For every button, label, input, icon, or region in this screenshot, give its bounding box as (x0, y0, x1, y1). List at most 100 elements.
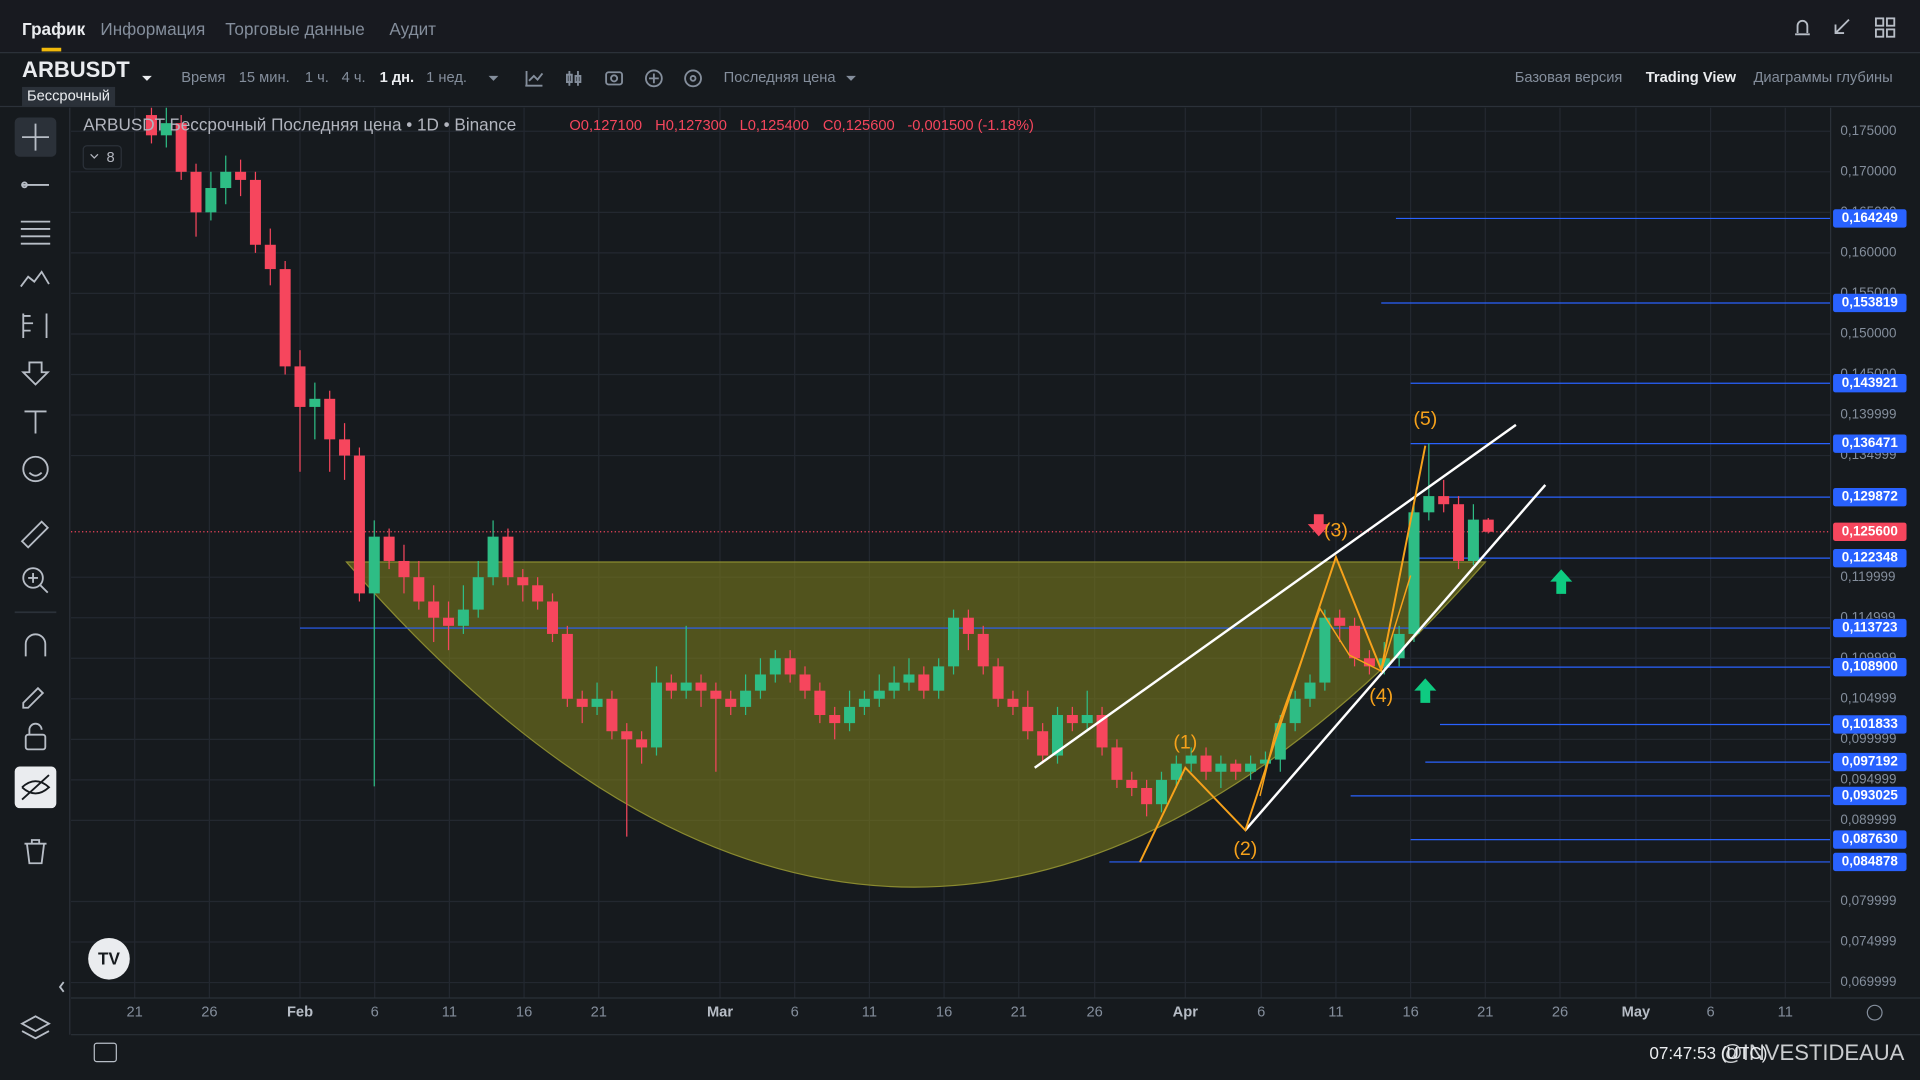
candle-body (1185, 755, 1197, 764)
candle-body (1066, 715, 1078, 724)
grid-icon[interactable] (1886, 28, 1896, 38)
collapse-icon[interactable] (1834, 18, 1850, 34)
emoji-tool[interactable] (28, 471, 43, 477)
price-badge (1833, 786, 1907, 806)
dropdown-caret[interactable] (846, 75, 856, 81)
add-icon[interactable] (648, 73, 659, 84)
grid-icon[interactable] (1886, 17, 1896, 27)
candle-body (873, 690, 885, 699)
candle-body (576, 698, 588, 707)
candle-body (977, 633, 989, 667)
dropdown-caret[interactable] (142, 75, 152, 81)
candle-body (1274, 723, 1286, 760)
trend-line (1244, 484, 1547, 832)
x-tick-label: Mar (707, 1005, 733, 1021)
x-tick-label: 26 (201, 1005, 217, 1021)
fib-tool[interactable] (20, 220, 51, 245)
bell-icon[interactable] (1795, 19, 1810, 36)
camera-icon[interactable] (610, 74, 619, 83)
symbol[interactable]: ARBUSDT (22, 57, 130, 82)
chevron[interactable] (90, 153, 99, 159)
ruler-tool[interactable] (20, 520, 50, 549)
candle-body (279, 269, 291, 367)
interval[interactable]: 1 нед. (426, 70, 467, 86)
tab[interactable]: Аудит (389, 19, 436, 39)
chart-type-icon[interactable] (525, 71, 544, 87)
x-tick-label: 16 (1402, 1005, 1418, 1021)
candle-body (398, 560, 410, 578)
candle-body (205, 188, 217, 213)
tab-underline (41, 47, 62, 52)
settings-icon[interactable] (684, 69, 702, 88)
ohlc-value: O0,127100 (569, 118, 642, 134)
interval-active[interactable]: 1 дн. (380, 70, 415, 86)
candle-body (264, 244, 276, 270)
grid-icon[interactable] (1875, 17, 1885, 27)
grid-icon[interactable] (1875, 28, 1885, 38)
collapse-arrow[interactable] (58, 981, 65, 993)
candle-body (457, 609, 469, 626)
top-icons[interactable] (1795, 17, 1896, 38)
price-badge-label: 0,129872 (1842, 489, 1898, 504)
interval[interactable]: 4 ч. (342, 70, 366, 86)
camera-icon[interactable] (605, 71, 623, 86)
drawing-tools[interactable] (14, 117, 65, 1040)
candle-body (517, 577, 529, 586)
wave-label: (2) (1233, 838, 1257, 860)
add-icon[interactable] (645, 69, 663, 88)
price-badge (1833, 852, 1907, 872)
tv-logo[interactable] (88, 937, 130, 980)
x-tick-label: 21 (1011, 1005, 1027, 1021)
settings-icon[interactable] (689, 75, 697, 82)
price-badge (1833, 209, 1907, 228)
candle-body (324, 398, 336, 440)
price-badge (1833, 618, 1907, 638)
interval[interactable]: 1 ч. (305, 70, 329, 86)
candle-body (1408, 512, 1420, 634)
candle-body (1453, 504, 1465, 561)
y-tick-label: 0,074999 (1840, 934, 1896, 949)
draw-mode-tool[interactable] (22, 686, 45, 709)
text-tool[interactable] (24, 410, 47, 434)
delete-tool[interactable] (24, 839, 47, 865)
price-type[interactable]: Последняя цена (724, 70, 837, 86)
magnet-tool[interactable] (24, 633, 47, 657)
zoom-tool[interactable] (22, 567, 44, 589)
layers-tool[interactable] (20, 1015, 51, 1040)
candle-body (769, 658, 781, 675)
lock-tool[interactable] (28, 722, 43, 735)
date-range-icon[interactable] (93, 1042, 117, 1063)
lock-tool[interactable] (24, 733, 47, 751)
dropdown-caret[interactable] (488, 75, 499, 81)
arrow-tool[interactable] (21, 361, 50, 386)
pattern-tool[interactable] (20, 270, 50, 288)
crosshair-tool[interactable] (22, 123, 49, 151)
hide-tool[interactable] (21, 774, 51, 801)
tab[interactable]: Торговые данные (225, 19, 365, 39)
tab[interactable]: График (22, 19, 86, 39)
price-badge-label: 0,153819 (1842, 295, 1898, 310)
x-tick-label: 21 (127, 1005, 143, 1021)
emoji-tool[interactable] (22, 455, 49, 483)
candle-body (1423, 496, 1435, 513)
indicator-icon[interactable] (566, 71, 582, 86)
candle-body (546, 601, 559, 634)
view-option[interactable]: Базовая версия (1515, 70, 1623, 86)
zoom-tool[interactable] (28, 573, 49, 594)
line-tool[interactable] (21, 181, 28, 189)
ohlc-legend: O0,127100 H0,127300 L0,125400 C0,125600 -0,0… (569, 118, 1034, 134)
settings-icon[interactable] (1866, 1004, 1883, 1021)
interval[interactable]: 15 мин. (239, 70, 290, 86)
indicator-count[interactable]: 8 (107, 150, 115, 166)
prediction-tool[interactable] (22, 313, 48, 338)
view-option-active[interactable]: Trading View (1646, 70, 1737, 86)
tab[interactable]: Информация (100, 19, 205, 39)
candle-body (532, 585, 544, 602)
price-badge-label: 0,093025 (1842, 787, 1899, 802)
view-option[interactable]: Диаграммы глубины (1753, 70, 1892, 86)
toolbar-icons[interactable] (525, 69, 702, 88)
x-tick-label: 21 (591, 1005, 607, 1021)
indicator-toggle[interactable] (82, 145, 122, 170)
candle-body (1482, 519, 1494, 532)
